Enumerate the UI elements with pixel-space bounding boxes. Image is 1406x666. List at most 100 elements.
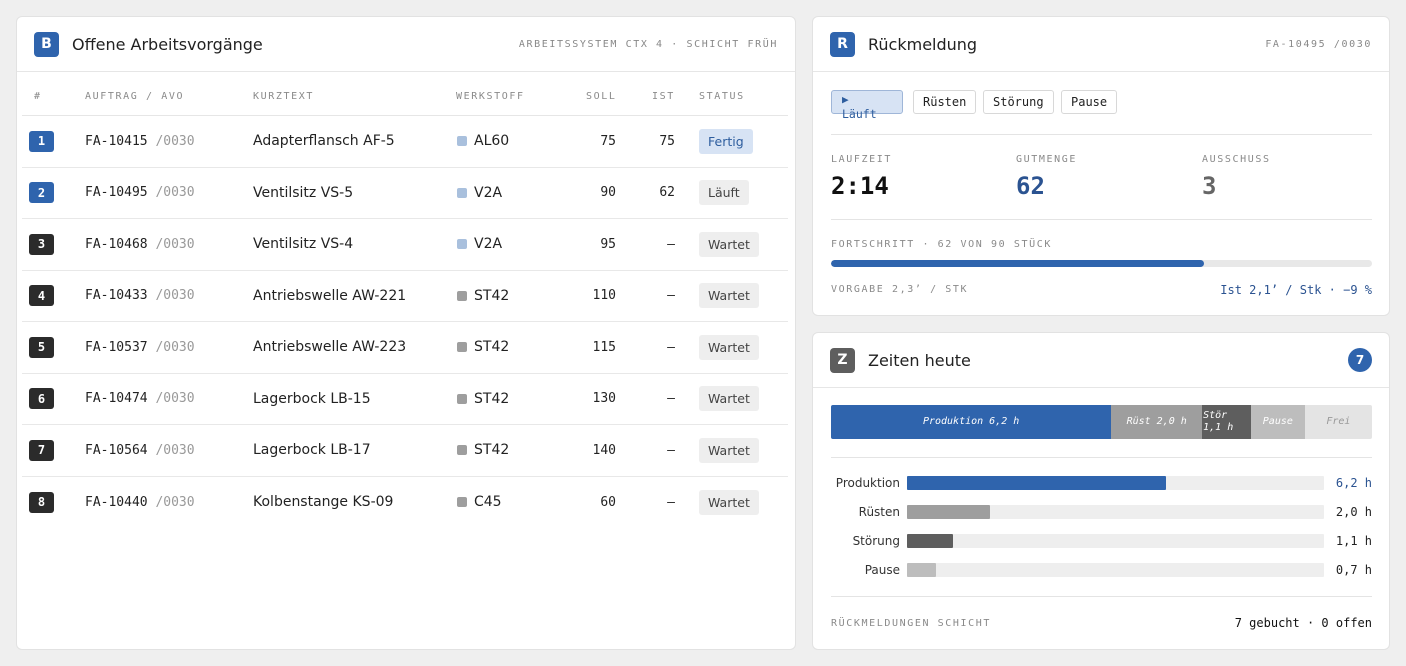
target-qty: 75 [600, 133, 616, 149]
material-swatch [457, 497, 467, 508]
material-swatch [457, 393, 467, 404]
divider [831, 134, 1372, 135]
col-text: KURZTEXT [253, 91, 314, 102]
short-text: Ventilsitz VS-4 [253, 236, 354, 253]
time-row-value: 2,0 h [1335, 505, 1372, 519]
actual-qty: – [667, 288, 675, 304]
order-cell: FA-10564 /0030 [85, 425, 195, 476]
short-text: Lagerbock LB-15 [253, 390, 371, 407]
panel-title: Rückmeldung [868, 34, 978, 54]
divider [831, 457, 1372, 458]
col-material: WERKSTOFF [456, 91, 525, 102]
feedback-order: FA-10495 /0030 [1265, 38, 1372, 50]
order-cell: FA-10433 /0030 [85, 271, 195, 322]
target-qty: 115 [592, 339, 616, 355]
target-qty: 60 [600, 494, 616, 510]
status-badge: Wartet [699, 283, 759, 309]
material-name: V2A [474, 184, 503, 201]
material-cell: ST42 [457, 425, 509, 476]
time-row-value: 0,7 h [1335, 563, 1372, 577]
time-segment: Produktion 6,2 h [831, 405, 1112, 439]
short-text: Ventilsitz VS-5 [253, 184, 354, 201]
actual-time: Ist 2,1’ / Stk · −9 % [1220, 283, 1372, 297]
status-badge: Fertig [699, 128, 753, 154]
material-swatch [457, 187, 467, 198]
work-orders-header: B Offene Arbeitsvorgänge ARBEITSSYSTEM C… [17, 17, 795, 72]
divider [831, 219, 1372, 220]
time-segment: Frei [1304, 405, 1372, 439]
operation-number: /0030 [155, 288, 195, 304]
material-cell: V2A [457, 219, 502, 270]
good-qty-value: 62 [1016, 172, 1045, 200]
runtime-value: 2:14 [831, 172, 889, 200]
actual-qty: – [667, 494, 675, 510]
fault-button[interactable]: Störung [983, 90, 1054, 114]
work-orders-panel: B Offene Arbeitsvorgänge ARBEITSSYSTEM C… [16, 16, 796, 650]
material-cell: ST42 [457, 271, 509, 322]
time-row-track [907, 476, 1324, 490]
actual-qty: – [667, 236, 675, 252]
material-cell: ST42 [457, 322, 509, 373]
material-cell: V2A [457, 168, 502, 219]
pause-button[interactable]: Pause [1061, 90, 1118, 114]
operation-number: /0030 [155, 185, 195, 201]
time-row-fill [907, 476, 1166, 490]
col-status: STATUS [699, 91, 745, 102]
times-header: Z Zeiten heute 7 [813, 333, 1389, 388]
table-row[interactable]: 3 FA-10468 /0030 Ventilsitz VS-4 V2A 95 – Wart… [22, 219, 788, 271]
panel-meta: ARBEITSSYSTEM CTX 4 · SCHICHT FRÜH [518, 38, 778, 50]
scrap-label: AUSSCHUSS [1202, 154, 1271, 165]
progress-label: FORTSCHRITT · 62 VON 90 STÜCK [831, 239, 1052, 250]
running-button[interactable]: ▶ Läuft [831, 90, 903, 120]
order-number: FA-10433 [85, 288, 148, 304]
target-qty: 130 [592, 391, 616, 407]
count-badge: 7 [1348, 348, 1372, 372]
table-row[interactable]: 2 FA-10495 /0030 Ventilsitz VS-5 V2A 90 62 Läu… [22, 168, 788, 219]
table-row[interactable]: 5 FA-10537 /0030 Antriebswelle AW-223 ST42 1… [22, 322, 788, 374]
target-qty: 110 [592, 288, 616, 304]
times-panel: Z Zeiten heute 7 [812, 332, 1390, 650]
target-qty: 90 [600, 185, 616, 201]
runtime-label: LAUFZEIT [831, 154, 892, 165]
table-row[interactable]: 6 FA-10474 /0030 Lagerbock LB-15 ST42 130 – Wa… [22, 374, 788, 425]
setup-button[interactable]: Rüsten [913, 90, 977, 114]
material-swatch [457, 290, 467, 301]
order-number: FA-10474 [85, 391, 148, 407]
target-qty: 140 [592, 442, 616, 458]
progress-track [831, 260, 1372, 267]
operation-number: /0030 [155, 391, 195, 407]
time-row-fill [907, 534, 953, 548]
col-ist: IST [652, 91, 675, 102]
time-row-track [907, 563, 1324, 577]
time-row-label: Pause [864, 563, 900, 577]
row-number: 5 [29, 336, 54, 358]
material-name: AL60 [474, 133, 510, 150]
time-segment: Pause [1250, 405, 1305, 439]
short-text: Kolbenstange KS-09 [253, 494, 394, 511]
order-cell: FA-10537 /0030 [85, 322, 195, 373]
order-cell: FA-10440 /0030 [85, 477, 195, 529]
table-row[interactable]: 4 FA-10433 /0030 Antriebswelle AW-221 ST42 1… [22, 271, 788, 322]
operation-number: /0030 [155, 339, 195, 355]
actual-qty: – [667, 442, 675, 458]
status-badge: Wartet [699, 334, 759, 360]
play-icon: ▶ [842, 93, 849, 106]
progress-fill [831, 260, 1204, 267]
table-header: # AUFTRAG / AVO KURZTEXT WERKSTOFF SOLL … [22, 72, 788, 116]
material-name: V2A [474, 236, 503, 253]
feedback-panel: R Rückmeldung FA-10495 /0030 [812, 16, 1390, 316]
divider [831, 596, 1372, 597]
time-row-fill [907, 505, 991, 519]
col-num: # [34, 91, 42, 102]
table-row[interactable]: 8 FA-10440 /0030 Kolbenstange KS-09 C45 60 – W… [22, 477, 788, 529]
order-cell: FA-10495 /0030 [85, 168, 195, 219]
material-name: ST42 [474, 287, 510, 304]
short-text: Lagerbock LB-17 [253, 442, 371, 459]
table-row[interactable]: 1 FA-10415 /0030 Adapterflansch AF-5 AL60 75… [22, 116, 788, 168]
time-row-value: 1,1 h [1335, 534, 1372, 548]
row-number: 2 [29, 182, 54, 204]
order-cell: FA-10415 /0030 [85, 116, 195, 167]
table-row[interactable]: 7 FA-10564 /0030 Lagerbock LB-17 ST42 140 – Wa… [22, 425, 788, 477]
short-text: Antriebswelle AW-221 [253, 287, 407, 304]
order-number: FA-10564 [85, 442, 148, 458]
